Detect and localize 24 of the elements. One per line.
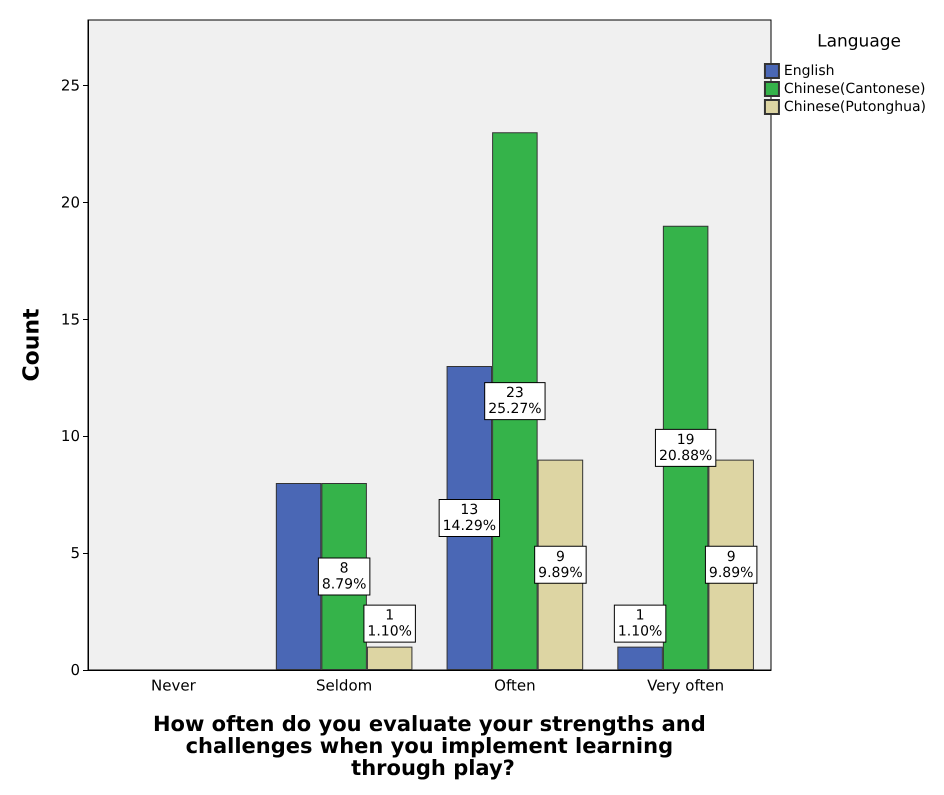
y-tick-label: 5 xyxy=(70,544,80,562)
data-label: 13 14.29% xyxy=(442,502,496,534)
x-tick-label: Often xyxy=(494,676,536,694)
legend-title: Language xyxy=(817,32,902,52)
data-label: 23 25.27% xyxy=(488,385,542,418)
data-label: 19 20.88% xyxy=(658,432,712,464)
legend-label: Chinese(Cantonese) xyxy=(784,81,926,97)
x-axis-title: How often do you evaluate your strengths and challenges when you implement learning through play? xyxy=(152,712,714,780)
y-tick-label: 25 xyxy=(60,76,80,94)
y-tick-label: 0 xyxy=(70,661,80,679)
data-label: 1 1.10% xyxy=(618,608,662,640)
data-label: 9 9.89% xyxy=(538,548,583,581)
x-tick-label: Never xyxy=(151,676,197,694)
data-label: 9 9.89% xyxy=(708,548,754,581)
x-tick-label: Very often xyxy=(647,676,724,694)
x-tick-label: Seldom xyxy=(316,676,372,694)
legend-label: English xyxy=(784,63,834,79)
y-tick-label: 10 xyxy=(60,427,80,446)
data-label: 1 1.10% xyxy=(367,608,412,640)
y-tick-label: 15 xyxy=(60,310,80,328)
y-tick-label: 20 xyxy=(60,193,80,212)
legend-label: Chinese(Putonghua) xyxy=(784,99,926,115)
y-axis-title: Count xyxy=(20,308,44,382)
data-label: 8 8.79% xyxy=(322,560,366,592)
